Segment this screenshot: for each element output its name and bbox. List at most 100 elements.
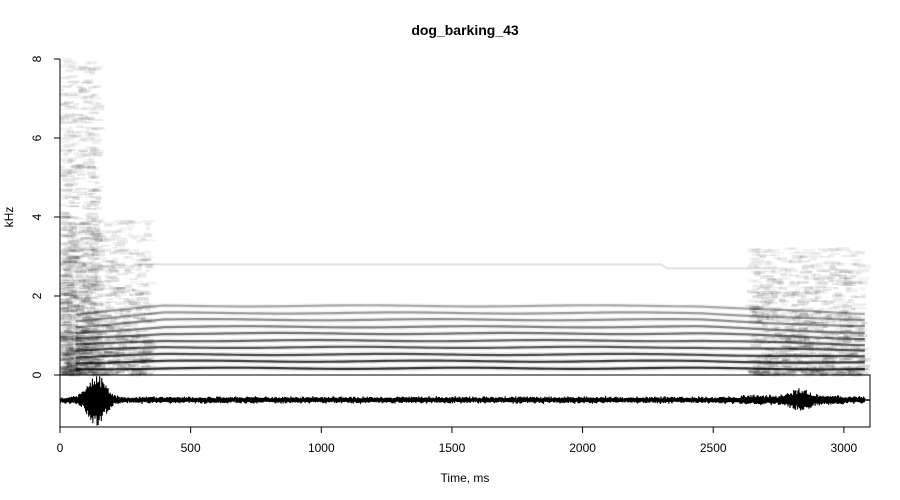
noise-cell (103, 360, 117, 362)
noise-cell (764, 310, 777, 314)
noise-cell (848, 365, 859, 369)
noise-cell (97, 253, 106, 257)
noise-cell (66, 364, 79, 368)
noise-cell (60, 168, 72, 173)
noise-cell (75, 276, 84, 279)
noise-cell (65, 192, 74, 195)
noise-cell (136, 240, 143, 244)
noise-cell (146, 281, 157, 285)
noise-cell (95, 372, 110, 376)
noise-cell (60, 355, 65, 358)
noise-cell (860, 294, 866, 297)
noise-cell (62, 321, 72, 325)
noise-cell (830, 252, 840, 256)
noise-cell (93, 324, 100, 329)
noise-cell (104, 221, 116, 226)
noise-cell (767, 248, 780, 253)
noise-cell (83, 365, 96, 369)
noise-cell (793, 334, 805, 337)
noise-cell (91, 93, 97, 96)
noise-cell (119, 247, 131, 250)
noise-cell (108, 351, 114, 354)
noise-cell (84, 342, 92, 345)
noise-cell (62, 233, 76, 237)
noise-cell (138, 349, 145, 354)
noise-cell (790, 330, 801, 334)
noise-cell (60, 227, 68, 231)
noise-cell (66, 362, 76, 367)
noise-cell (747, 289, 758, 294)
noise-cell (753, 280, 758, 283)
noise-cell (122, 362, 130, 365)
noise-cell (86, 229, 99, 234)
noise-cell (836, 268, 846, 273)
noise-cell (85, 266, 99, 270)
noise-cell (84, 373, 89, 375)
noise-cell (85, 299, 91, 302)
noise-cell (72, 367, 82, 370)
noise-cell (89, 276, 99, 280)
noise-cell (72, 233, 77, 235)
noise-cell (859, 328, 864, 332)
noise-cell (65, 113, 77, 117)
noise-cell (781, 346, 793, 350)
noise-cell (823, 314, 830, 318)
noise-cell (843, 314, 858, 318)
noise-cell (68, 256, 79, 260)
noise-cell (90, 199, 101, 203)
noise-cell (62, 362, 75, 364)
noise-cell (90, 335, 103, 338)
noise-cell (63, 269, 71, 271)
noise-cell (95, 235, 108, 238)
noise-cell (64, 76, 78, 78)
noise-cell (60, 243, 67, 246)
noise-cell (797, 344, 805, 348)
noise-cell (60, 308, 72, 312)
noise-cell (777, 319, 783, 323)
noise-cell (142, 351, 152, 354)
noise-cell (78, 65, 88, 69)
noise-cell (66, 81, 79, 84)
noise-cell (60, 92, 66, 96)
noise-cell (822, 353, 834, 356)
noise-cell (749, 305, 760, 310)
noise-cell (60, 158, 65, 161)
noise-cell (70, 290, 78, 294)
noise-cell (100, 268, 111, 271)
noise-cell (86, 286, 95, 289)
noise-cell (752, 295, 764, 299)
noise-cell (757, 287, 770, 290)
noise-cell (84, 274, 98, 279)
noise-cell (65, 354, 76, 358)
noise-cell (824, 335, 829, 339)
noise-cell (63, 241, 73, 244)
noise-cell (63, 224, 70, 228)
noise-cell (815, 355, 824, 358)
noise-cell (796, 299, 811, 304)
noise-cell (80, 340, 85, 344)
noise-cell (60, 261, 66, 266)
noise-cell (844, 283, 852, 287)
noise-cell (87, 280, 100, 283)
noise-cell (67, 284, 75, 289)
y-tick-label: 4 (30, 213, 44, 220)
noise-cell (88, 339, 97, 342)
noise-cell (751, 311, 758, 315)
noise-cell (60, 261, 71, 265)
noise-cell (783, 328, 794, 331)
noise-cell (116, 240, 129, 244)
noise-cell (68, 94, 81, 99)
noise-cell (842, 366, 851, 370)
noise-cell (62, 371, 76, 375)
noise-cell (829, 265, 836, 270)
noise-cell (861, 321, 868, 325)
noise-cell (142, 350, 155, 354)
noise-cell (757, 334, 765, 336)
noise-cell (811, 289, 821, 293)
noise-cell (805, 367, 810, 371)
noise-cell (69, 368, 82, 371)
noise-cell (95, 280, 104, 283)
noise-cell (132, 368, 140, 372)
noise-cell (134, 340, 140, 344)
noise-cell (91, 338, 103, 341)
